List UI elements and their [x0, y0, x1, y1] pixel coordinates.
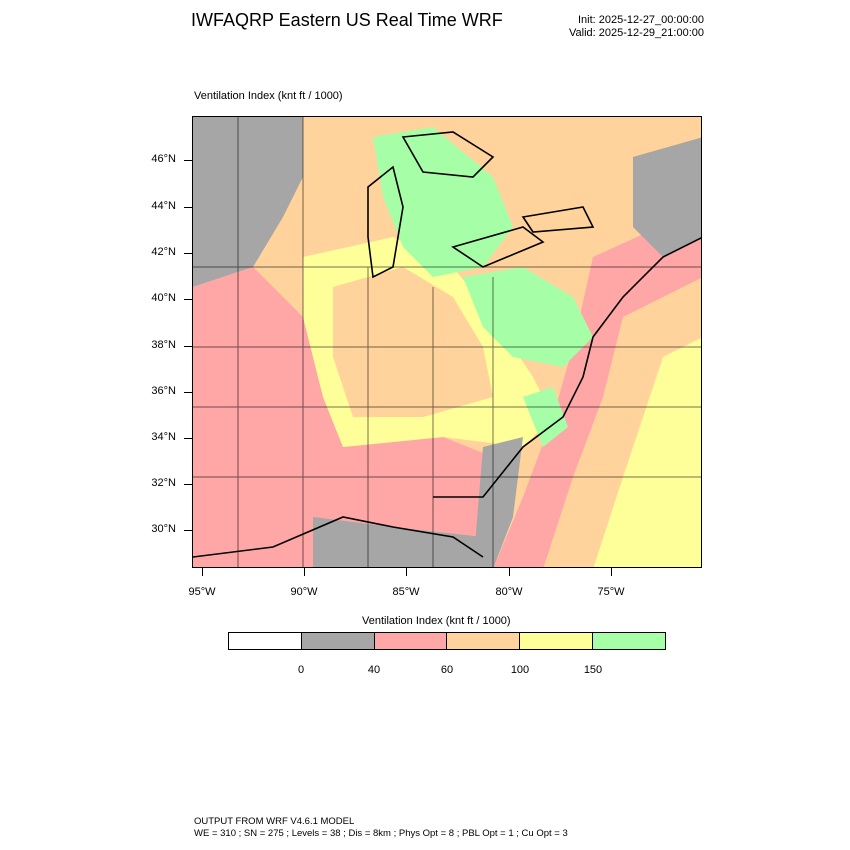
southwest-pink-region	[193, 267, 493, 567]
northwest-grey-region	[193, 117, 303, 287]
lat-label-42: 42°N	[151, 246, 176, 258]
colorbar-label-40: 40	[367, 664, 381, 676]
colorbar	[228, 632, 666, 650]
lat-tick	[184, 253, 192, 254]
lat-label-44: 44°N	[151, 200, 176, 212]
lon-tick	[304, 568, 305, 576]
colorbar-label-150: 150	[583, 664, 603, 676]
lat-label-36: 36°N	[151, 385, 176, 397]
gulf-grey-region	[313, 517, 493, 567]
model-info-footer: OUTPUT FROM WRF V4.6.1 MODEL WE = 310 ; …	[194, 816, 568, 840]
colorbar-box-4	[520, 633, 594, 649]
lon-tick	[509, 568, 510, 576]
colorbar-label-0: 0	[297, 664, 305, 676]
colorbar-box-1	[301, 633, 375, 649]
lat-tick	[184, 438, 192, 439]
map-panel	[192, 116, 702, 568]
lon-tick	[202, 568, 203, 576]
plot-title: IWFAQRP Eastern US Real Time WRF	[191, 10, 503, 30]
atlantic-coastline	[433, 237, 701, 498]
atlantic-high-region	[593, 338, 701, 567]
southeast-coast-grey-region	[473, 437, 523, 567]
lat-label-40: 40°N	[151, 292, 176, 304]
footer-line-1: OUTPUT FROM WRF V4.6.1 MODEL	[194, 816, 355, 827]
lat-tick	[184, 530, 192, 531]
lat-tick	[184, 346, 192, 347]
lake-erie-outline	[451, 226, 545, 268]
lat-tick	[184, 160, 192, 161]
lat-label-30: 30°N	[151, 523, 176, 535]
mid-atlantic-green-region	[463, 267, 593, 367]
colorbar-label-60: 60	[440, 664, 454, 676]
lake-ontario-outline	[521, 206, 595, 233]
colorbar-box-3	[447, 633, 521, 649]
lon-tick	[406, 568, 407, 576]
lat-label-34: 34°N	[151, 431, 176, 443]
init-valid-time: Init: 2025-12-27_00:00:00 Valid: 2025-12…	[569, 14, 704, 40]
lon-label-95: 95°W	[188, 586, 216, 598]
lon-label-85: 85°W	[392, 586, 420, 598]
colorbar-label-100: 100	[510, 664, 530, 676]
lon-label-75: 75°W	[597, 586, 625, 598]
lon-tick	[611, 568, 612, 576]
state-borders	[193, 117, 701, 567]
lat-tick	[184, 299, 192, 300]
colorbar-title: Ventilation Index (knt ft / 1000)	[362, 615, 511, 627]
interior-orange-region	[333, 267, 493, 417]
lon-label-90: 90°W	[290, 586, 318, 598]
footer-line-2: WE = 310 ; SN = 275 ; Levels = 38 ; Dis …	[194, 828, 568, 839]
lat-tick	[184, 484, 192, 485]
valid-time: Valid: 2025-12-29_21:00:00	[569, 27, 704, 39]
colorbar-box-5	[593, 633, 665, 649]
northeast-grey-region	[633, 137, 701, 257]
colorbar-box-0	[229, 633, 302, 649]
ventilation-map	[193, 117, 701, 567]
carolina-green-region	[523, 387, 568, 447]
lat-tick	[184, 392, 192, 393]
colorbar-box-2	[374, 633, 448, 649]
lake-superior-outline	[401, 131, 495, 178]
init-time: Init: 2025-12-27_00:00:00	[578, 14, 704, 26]
field-subtitle: Ventilation Index (knt ft / 1000)	[194, 90, 343, 102]
lat-label-32: 32°N	[151, 477, 176, 489]
lat-label-46: 46°N	[151, 153, 176, 165]
lat-label-38: 38°N	[151, 339, 176, 351]
lon-label-80: 80°W	[495, 586, 523, 598]
lat-tick	[184, 207, 192, 208]
